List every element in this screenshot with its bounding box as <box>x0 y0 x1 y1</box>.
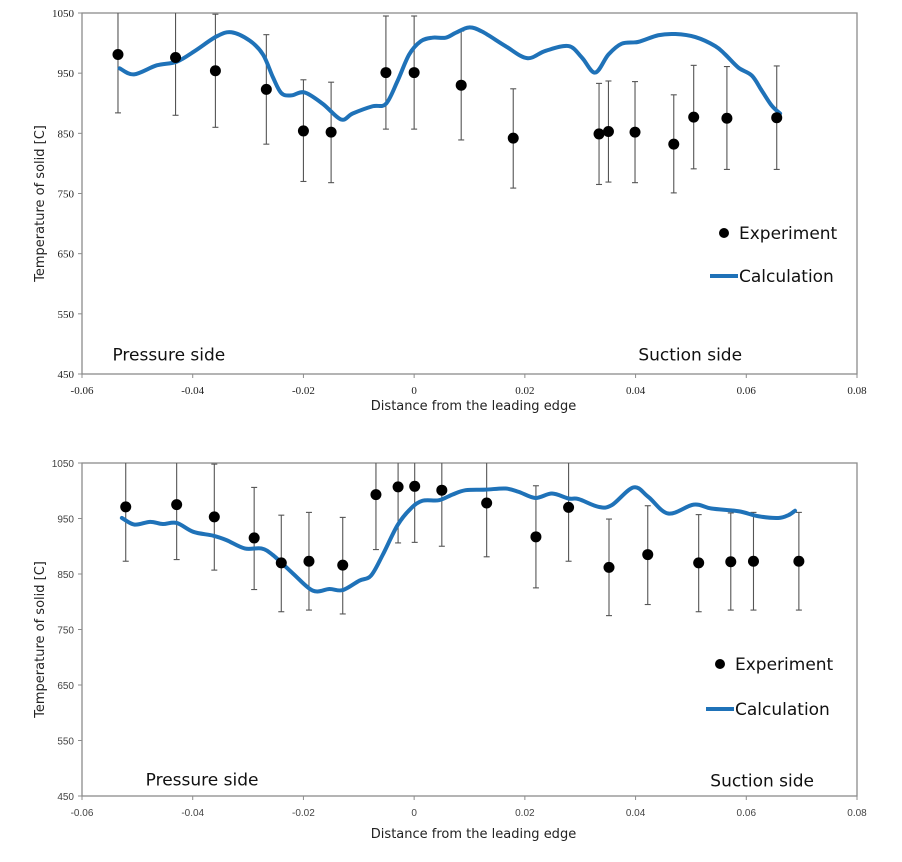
y-tick-label: 1050 <box>52 8 75 20</box>
x-tick-label: 0.06 <box>737 808 757 819</box>
experiment-point <box>721 112 733 124</box>
y-tick-label: 950 <box>58 68 75 80</box>
x-tick-label: -0.02 <box>292 385 315 397</box>
chart-top: 450 550 650 750 850 950 1050 -0.06 -0.04 -0.02 0 0.… <box>33 8 867 414</box>
experiment-point <box>593 128 605 140</box>
x-tick-label: 0.04 <box>626 808 646 819</box>
legend-experiment-marker <box>715 659 725 669</box>
x-tick-label: 0.08 <box>847 385 867 397</box>
experiment-point <box>455 79 467 91</box>
pressure-side-label: Pressure side <box>112 346 225 366</box>
experiment-point <box>563 501 575 513</box>
experiment-point <box>120 501 132 513</box>
experiment-point <box>629 126 641 138</box>
suction-side-label: Suction side <box>638 346 742 366</box>
x-tick-label: -0.04 <box>181 385 204 397</box>
experiment-point-group <box>411 463 418 543</box>
experiment-point <box>303 555 315 567</box>
experiment-point <box>337 559 349 571</box>
calculation-line <box>117 25 783 122</box>
experiment-point <box>325 126 337 138</box>
x-tick-label: 0 <box>411 385 417 397</box>
x-tick-label: -0.06 <box>71 385 94 397</box>
y-tick-label: 750 <box>58 189 75 201</box>
x-tick-label: -0.06 <box>71 808 94 819</box>
legend-calculation-label: Calculation <box>739 267 834 287</box>
experiment-point <box>668 138 680 150</box>
experiment-point <box>260 83 272 95</box>
x-tick-label: 0.08 <box>847 808 867 819</box>
experiment-point <box>771 112 783 124</box>
experiment-point <box>642 549 654 561</box>
legend-experiment-label: Experiment <box>735 655 834 675</box>
x-tick-label: -0.04 <box>181 808 204 819</box>
experiment-point <box>530 531 542 543</box>
experiment-point <box>370 489 382 501</box>
experiment-point <box>209 65 221 77</box>
legend: Experiment Calculation <box>710 224 838 287</box>
experiment-point <box>793 555 805 567</box>
x-axis-label: Distance from the leading edge <box>371 399 576 414</box>
y-tick-label: 550 <box>57 737 74 748</box>
experiment-point <box>507 132 519 144</box>
y-tick-label: 950 <box>57 515 74 526</box>
x-axis-label: Distance from the leading edge <box>371 827 576 842</box>
y-tick-label: 750 <box>57 626 74 637</box>
x-tick-label: 0.02 <box>515 385 534 397</box>
legend-experiment-marker <box>719 228 729 238</box>
y-tick-label: 650 <box>57 681 74 692</box>
y-tick-label: 650 <box>58 249 75 261</box>
chart-bottom: 450 550 650 750 850 950 1050 -0.06 -0.04 -0.02 0 0.… <box>33 459 867 842</box>
x-tick-label: -0.02 <box>292 808 315 819</box>
y-tick-label: 850 <box>58 128 75 140</box>
experiment-point <box>170 52 182 64</box>
experiment-point <box>171 499 183 511</box>
legend: Experiment Calculation <box>706 655 834 720</box>
y-tick-label: 850 <box>57 570 74 581</box>
experiment-point-group <box>438 463 445 547</box>
x-tick-label: 0 <box>411 808 417 819</box>
y-tick-label: 450 <box>57 792 74 803</box>
y-tick-label: 450 <box>58 369 75 381</box>
experiment-point <box>747 555 759 567</box>
calculation-line <box>119 485 797 594</box>
y-tick-label: 550 <box>58 309 75 321</box>
y-tick-label: 1050 <box>52 459 75 470</box>
x-tick-label: 0.02 <box>515 808 535 819</box>
x-tick-label: 0.06 <box>737 385 757 397</box>
experiment-point <box>408 67 420 79</box>
experiment-point <box>725 556 737 568</box>
plot-marks <box>119 463 805 617</box>
x-tick-label: 0.04 <box>626 385 646 397</box>
suction-side-label: Suction side <box>710 771 814 791</box>
y-axis-label: Temperature of solid [C] <box>33 125 48 283</box>
experiment-point <box>436 484 448 496</box>
experiment-point <box>693 557 705 569</box>
pressure-side-label: Pressure side <box>146 770 259 790</box>
experiment-point <box>297 125 309 137</box>
legend-calculation-label: Calculation <box>735 700 830 720</box>
experiment-point <box>409 480 421 492</box>
experiment-point <box>380 67 392 79</box>
experiment-point <box>602 126 614 138</box>
y-axis-label: Temperature of solid [C] <box>33 561 48 719</box>
experiment-point <box>481 497 493 509</box>
experiment-point <box>112 49 124 61</box>
experiment-point <box>208 511 220 523</box>
legend-experiment-label: Experiment <box>739 224 838 244</box>
experiment-point <box>248 532 260 544</box>
plot-marks <box>112 13 783 194</box>
experiment-point <box>603 561 615 573</box>
experiment-point <box>275 557 287 569</box>
experiment-point <box>688 111 700 123</box>
experiment-point <box>392 481 404 493</box>
